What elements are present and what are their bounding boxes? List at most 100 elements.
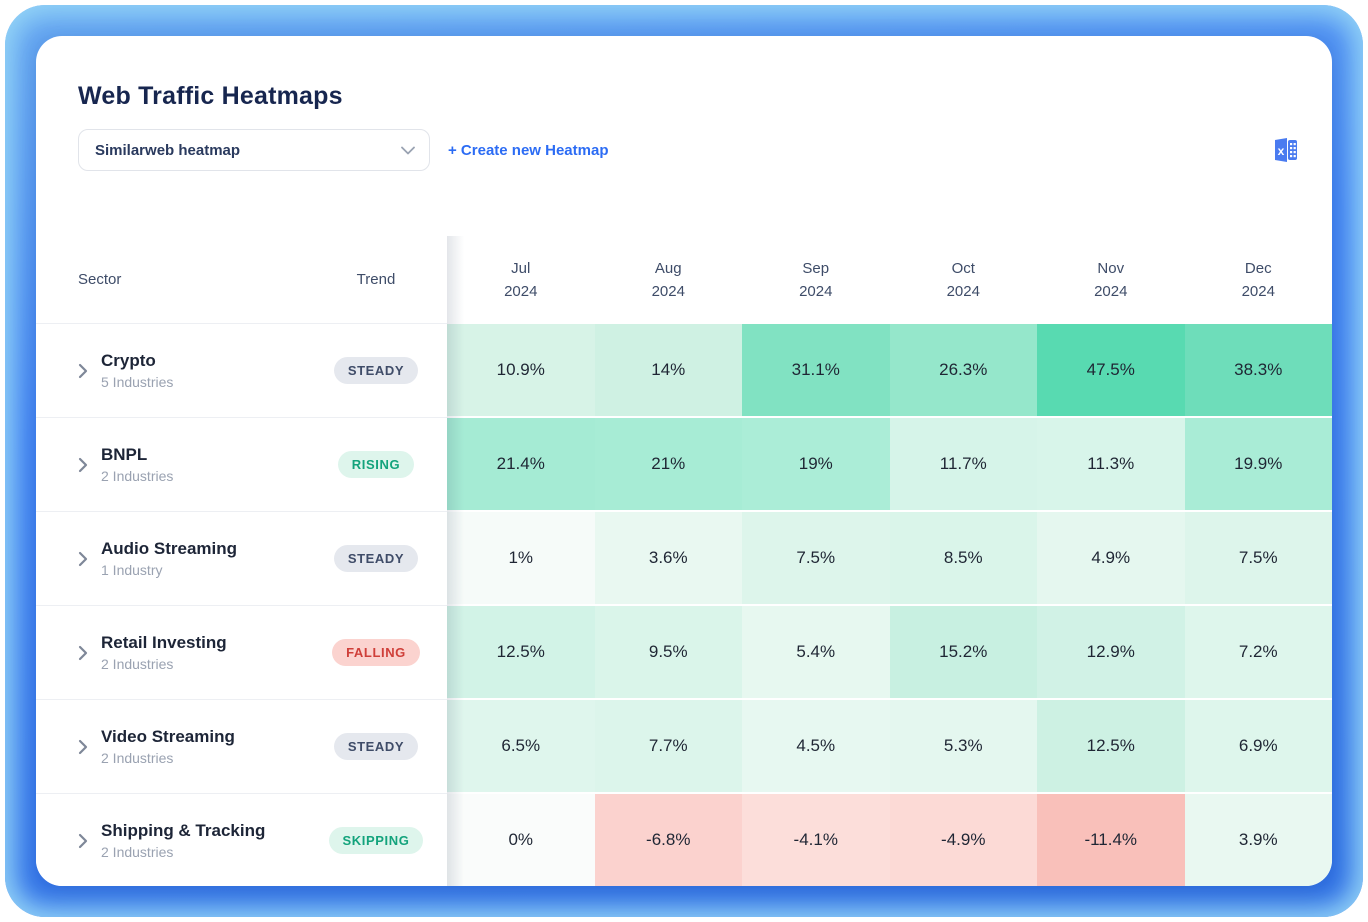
sector-industry-count: 2 Industries bbox=[101, 844, 174, 860]
heatmap-table: Sector Trend Jul 2024 Aug 2024 Sep 2024 Oct 202… bbox=[36, 236, 1332, 886]
svg-text:x: x bbox=[1278, 144, 1285, 158]
sector-cell[interactable]: Shipping & Tracking 2 Industries SKIPPING bbox=[36, 794, 447, 886]
heatmap-row-cells: 1% 3.6% 7.5% 8.5% 4.9% 7.5% bbox=[447, 512, 1332, 606]
month-year: 2024 bbox=[1241, 283, 1275, 300]
chevron-right-icon[interactable] bbox=[78, 645, 88, 661]
month-label: Nov bbox=[1097, 260, 1125, 277]
sector-cell[interactable]: BNPL 2 Industries RISING bbox=[36, 418, 447, 512]
month-year: 2024 bbox=[1094, 283, 1128, 300]
chevron-right-icon[interactable] bbox=[78, 551, 88, 567]
heatmap-cell[interactable]: 47.5% bbox=[1037, 324, 1185, 418]
heatmap-cell[interactable]: 21.4% bbox=[447, 418, 595, 512]
sector-group: Retail Investing 2 Industries bbox=[78, 633, 321, 672]
month-column-header: Jul 2024 bbox=[447, 236, 595, 324]
table-header: Sector Trend Jul 2024 Aug 2024 Sep 2024 Oct 202… bbox=[36, 236, 1332, 324]
heatmap-cell[interactable]: 6.9% bbox=[1184, 700, 1332, 794]
heatmap-cell[interactable]: 15.2% bbox=[889, 606, 1037, 700]
table-row: Shipping & Tracking 2 Industries SKIPPING 0… bbox=[36, 794, 1332, 886]
heatmap-cell[interactable]: 12.5% bbox=[1037, 700, 1185, 794]
month-column-header: Nov 2024 bbox=[1037, 236, 1185, 324]
sector-name: Crypto bbox=[101, 351, 156, 370]
heatmap-cell[interactable]: 0% bbox=[447, 794, 595, 886]
heatmap-row-cells: 0% -6.8% -4.1% -4.9% -11.4% 3.9% bbox=[447, 794, 1332, 886]
heatmap-row-cells: 12.5% 9.5% 5.4% 15.2% 12.9% 7.2% bbox=[447, 606, 1332, 700]
table-body: Crypto 5 Industries STEADY 10.9% 14% 31.1% 26.… bbox=[36, 324, 1332, 886]
heatmap-cell[interactable]: 14% bbox=[594, 324, 742, 418]
heatmap-cell[interactable]: 38.3% bbox=[1184, 324, 1332, 418]
heatmap-cell[interactable]: -4.9% bbox=[889, 794, 1037, 886]
heatmap-cell[interactable]: 11.3% bbox=[1037, 418, 1185, 512]
sector-names: Shipping & Tracking 2 Industries bbox=[101, 821, 265, 860]
chevron-right-icon[interactable] bbox=[78, 457, 88, 473]
chevron-right-icon[interactable] bbox=[78, 833, 88, 849]
excel-export-icon[interactable]: x bbox=[1270, 134, 1302, 166]
heatmap-cell[interactable]: 11.7% bbox=[889, 418, 1037, 512]
month-year: 2024 bbox=[504, 283, 538, 300]
heatmap-cell[interactable]: 6.5% bbox=[447, 700, 595, 794]
trend-badge: STEADY bbox=[333, 733, 419, 760]
table-row: BNPL 2 Industries RISING 21.4% 21% 19% 11.7% 11… bbox=[36, 418, 1332, 512]
heatmap-cell[interactable]: 7.7% bbox=[594, 700, 742, 794]
app-card: Web Traffic Heatmaps Similarweb heatmap … bbox=[36, 36, 1332, 886]
heatmap-cell[interactable]: 26.3% bbox=[889, 324, 1037, 418]
heatmap-cell[interactable]: 19% bbox=[742, 418, 890, 512]
table-row: Retail Investing 2 Industries FALLING 12.5%… bbox=[36, 606, 1332, 700]
heatmap-cell[interactable]: 4.5% bbox=[742, 700, 890, 794]
page-title: Web Traffic Heatmaps bbox=[78, 82, 343, 110]
create-heatmap-link[interactable]: + Create new Heatmap bbox=[448, 141, 609, 159]
month-headers: Jul 2024 Aug 2024 Sep 2024 Oct 2024 Nov 2024 Dec 20… bbox=[447, 236, 1332, 324]
trend-badge-box: SKIPPING bbox=[321, 827, 431, 854]
sector-cell[interactable]: Crypto 5 Industries STEADY bbox=[36, 324, 447, 418]
sector-industry-count: 1 Industry bbox=[101, 562, 163, 578]
heatmap-cell[interactable]: -4.1% bbox=[742, 794, 890, 886]
month-year: 2024 bbox=[946, 283, 980, 300]
heatmap-cell[interactable]: 4.9% bbox=[1037, 512, 1185, 606]
sector-group: Audio Streaming 1 Industry bbox=[78, 539, 321, 578]
chevron-right-icon[interactable] bbox=[78, 739, 88, 755]
trend-badge-box: RISING bbox=[321, 451, 431, 478]
heatmap-cell[interactable]: 3.6% bbox=[594, 512, 742, 606]
heatmap-cell[interactable]: 8.5% bbox=[889, 512, 1037, 606]
sector-cell[interactable]: Audio Streaming 1 Industry STEADY bbox=[36, 512, 447, 606]
table-row: Crypto 5 Industries STEADY 10.9% 14% 31.1% 26.… bbox=[36, 324, 1332, 418]
sector-name: Shipping & Tracking bbox=[101, 821, 266, 840]
month-column-header: Oct 2024 bbox=[890, 236, 1038, 324]
trend-badge: SKIPPING bbox=[328, 827, 424, 854]
heatmap-cell[interactable]: 12.5% bbox=[447, 606, 595, 700]
month-label: Dec bbox=[1244, 260, 1272, 277]
chevron-down-icon bbox=[401, 146, 415, 155]
heatmap-cell[interactable]: 5.3% bbox=[889, 700, 1037, 794]
sector-group: BNPL 2 Industries bbox=[78, 445, 321, 484]
table-row: Video Streaming 2 Industries STEADY 6.5% 7.7… bbox=[36, 700, 1332, 794]
heatmap-cell[interactable]: 1% bbox=[447, 512, 595, 606]
trend-badge: STEADY bbox=[333, 357, 419, 384]
sector-cell[interactable]: Retail Investing 2 Industries FALLING bbox=[36, 606, 447, 700]
sector-industry-count: 2 Industries bbox=[101, 656, 174, 672]
heatmap-cell[interactable]: 21% bbox=[594, 418, 742, 512]
chevron-right-icon[interactable] bbox=[78, 363, 88, 379]
controls-bar: Similarweb heatmap + Create new Heatmap … bbox=[78, 129, 1302, 171]
heatmap-cell[interactable]: 12.9% bbox=[1037, 606, 1185, 700]
heatmap-cell[interactable]: 3.9% bbox=[1184, 794, 1332, 886]
heatmap-row-cells: 6.5% 7.7% 4.5% 5.3% 12.5% 6.9% bbox=[447, 700, 1332, 794]
trend-column-header: Trend bbox=[356, 271, 396, 288]
heatmap-cell[interactable]: -11.4% bbox=[1037, 794, 1185, 886]
heatmap-cell[interactable]: 10.9% bbox=[447, 324, 595, 418]
month-label: Jul bbox=[511, 260, 531, 277]
sector-cell[interactable]: Video Streaming 2 Industries STEADY bbox=[36, 700, 447, 794]
heatmap-cell[interactable]: 7.5% bbox=[1184, 512, 1332, 606]
heatmap-cell[interactable]: -6.8% bbox=[594, 794, 742, 886]
month-year: 2024 bbox=[799, 283, 833, 300]
heatmap-cell[interactable]: 7.2% bbox=[1184, 606, 1332, 700]
sector-names: Retail Investing 2 Industries bbox=[101, 633, 227, 672]
month-label: Sep bbox=[802, 260, 830, 277]
heatmap-select[interactable]: Similarweb heatmap bbox=[78, 129, 430, 171]
heatmap-cell[interactable]: 9.5% bbox=[594, 606, 742, 700]
table-header-left: Sector Trend bbox=[36, 236, 447, 324]
heatmap-cell[interactable]: 7.5% bbox=[742, 512, 890, 606]
sector-group: Video Streaming 2 Industries bbox=[78, 727, 321, 766]
sector-group: Crypto 5 Industries bbox=[78, 351, 321, 390]
heatmap-cell[interactable]: 19.9% bbox=[1184, 418, 1332, 512]
heatmap-cell[interactable]: 5.4% bbox=[742, 606, 890, 700]
heatmap-cell[interactable]: 31.1% bbox=[742, 324, 890, 418]
